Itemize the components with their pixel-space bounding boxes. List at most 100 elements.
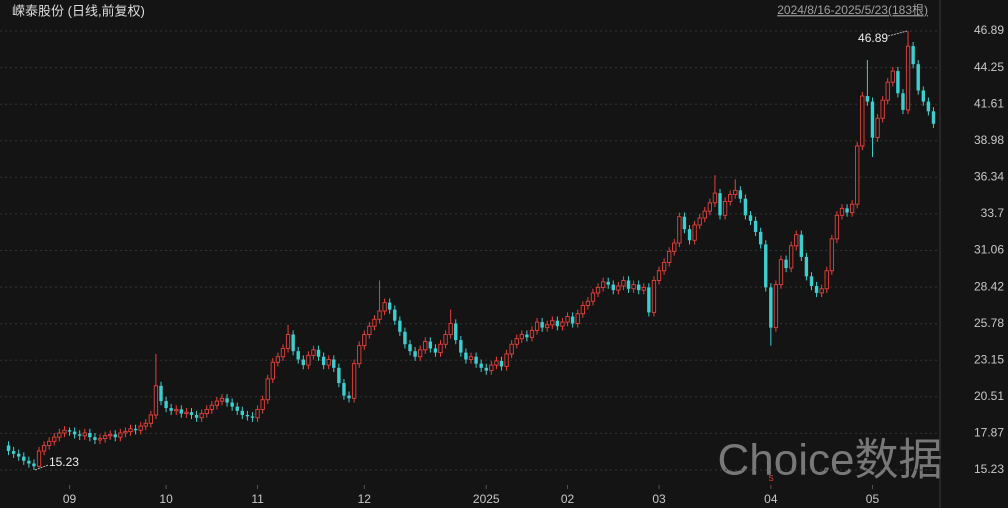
annotation: 15.23 — [49, 455, 79, 469]
candle-body — [702, 210, 707, 219]
candle-body — [148, 414, 153, 424]
candle-body — [169, 408, 173, 411]
candle-body — [464, 352, 468, 360]
candle-body — [32, 463, 36, 467]
candle-body — [814, 286, 819, 293]
candle-body — [728, 194, 733, 202]
signal-marker: S — [768, 474, 773, 483]
candle-body — [682, 216, 687, 230]
candle-body — [743, 198, 748, 216]
candle-body — [540, 322, 544, 328]
candle-body — [905, 45, 911, 111]
candle-body — [575, 313, 580, 324]
candle-body — [722, 200, 728, 216]
candle-body — [240, 410, 245, 415]
candle-body — [758, 231, 763, 245]
candle-body — [351, 363, 357, 399]
candle-body — [474, 356, 478, 364]
candle-body — [565, 316, 570, 323]
y-tick-label: 44.25 — [974, 60, 1004, 74]
candle-body — [829, 238, 834, 272]
candle-body — [880, 99, 885, 119]
candle-body — [230, 402, 234, 407]
candle-body — [423, 341, 428, 351]
candle-body — [687, 229, 692, 241]
candle-body — [479, 363, 483, 368]
candle-body — [184, 411, 189, 415]
candle-body — [62, 429, 67, 434]
candle-body — [209, 404, 214, 410]
candle-body — [118, 432, 123, 438]
candle-body — [525, 334, 529, 338]
candle-body — [845, 208, 849, 213]
candle-body — [789, 245, 794, 269]
x-tick-label: 11 — [251, 492, 264, 506]
candle-body — [17, 453, 21, 457]
candle-body — [128, 428, 133, 433]
candle-body — [890, 70, 895, 83]
candle-body — [860, 95, 865, 147]
candle-body — [769, 287, 773, 328]
y-tick-label: 36.34 — [974, 169, 1004, 183]
y-tick-label: 17.87 — [974, 426, 1004, 440]
candle-body — [428, 341, 433, 349]
x-tick-label: 05 — [866, 492, 880, 506]
y-tick-label: 28.42 — [974, 279, 1004, 293]
candle-body — [326, 359, 331, 366]
candle-body — [514, 338, 519, 345]
candle-body — [550, 320, 555, 326]
candle-body — [342, 383, 346, 396]
candle-body — [377, 310, 382, 320]
candle-body — [509, 343, 514, 355]
candle-body — [77, 434, 82, 436]
candle-body — [438, 343, 443, 354]
candle-body — [804, 256, 809, 277]
candle-body — [225, 398, 229, 403]
candle-body — [265, 378, 270, 401]
annotation: 46.89 — [858, 31, 888, 45]
candle-body — [529, 329, 535, 338]
candle-body — [454, 323, 458, 341]
candle-body — [36, 450, 42, 467]
candle-body — [459, 340, 463, 353]
candle-body — [357, 345, 362, 365]
candle-body — [11, 451, 16, 454]
candle-body — [321, 356, 326, 366]
candle-body — [489, 364, 494, 372]
candle-body — [398, 320, 402, 332]
candle-body — [637, 284, 641, 291]
candle-body — [570, 316, 575, 324]
y-tick-label: 15.23 — [974, 462, 1004, 476]
candle-body — [270, 361, 275, 380]
candle-body — [153, 385, 159, 416]
candle-body — [306, 354, 311, 366]
candle-body — [214, 400, 220, 406]
candle-body — [275, 356, 281, 363]
candle-body — [504, 353, 509, 367]
candle-body — [712, 192, 718, 204]
y-tick-label: 38.98 — [974, 133, 1004, 147]
candle-body — [834, 214, 840, 240]
candle-body — [707, 202, 713, 212]
candle-body — [367, 325, 372, 335]
date-range[interactable]: 2024/8/16-2025/5/23(183根) — [777, 3, 928, 17]
candle-body — [22, 456, 26, 461]
y-tick-label: 31.06 — [974, 243, 1004, 257]
candle-body — [448, 323, 453, 335]
candle-body — [718, 193, 722, 216]
candle-body — [661, 261, 667, 272]
candle-body — [875, 117, 880, 139]
candle-body — [413, 351, 417, 357]
candle-body — [641, 286, 646, 291]
candle-body — [52, 436, 57, 442]
y-tick-label: 46.89 — [974, 23, 1004, 37]
candle-body — [372, 318, 377, 327]
candle-body — [849, 203, 855, 213]
y-tick-label: 20.51 — [974, 389, 1004, 403]
candle-body — [484, 367, 488, 371]
candle-body — [901, 93, 905, 110]
candle-body — [931, 111, 936, 124]
candle-body — [667, 250, 672, 263]
candle-body — [839, 207, 845, 216]
candle-body — [611, 284, 615, 291]
